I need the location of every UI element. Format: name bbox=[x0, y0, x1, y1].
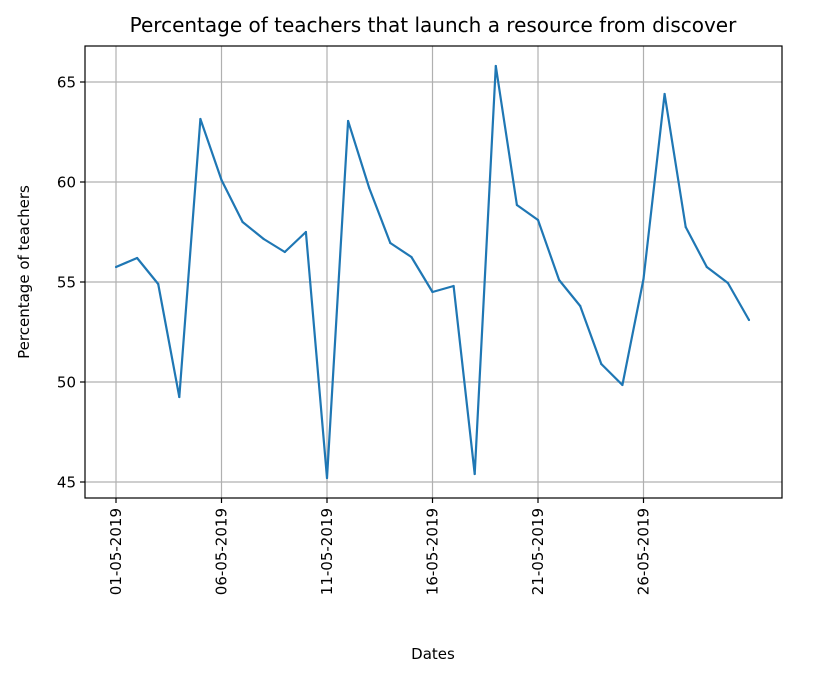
x-tick-label: 11-05-2019 bbox=[318, 508, 336, 595]
y-axis-label: Percentage of teachers bbox=[15, 185, 33, 359]
data-point bbox=[347, 119, 350, 123]
data-point bbox=[515, 203, 519, 207]
data-point bbox=[220, 178, 223, 182]
data-point bbox=[684, 225, 687, 229]
plot-frame bbox=[84, 45, 783, 499]
data-point bbox=[536, 218, 540, 222]
data-point bbox=[600, 362, 603, 366]
data-point bbox=[558, 278, 561, 282]
y-tick-label: 60 bbox=[57, 174, 76, 192]
y-tick-label: 65 bbox=[57, 74, 76, 92]
y-tick-label: 45 bbox=[57, 474, 76, 492]
data-point bbox=[642, 277, 645, 281]
data-point bbox=[747, 318, 751, 322]
data-point bbox=[325, 476, 329, 480]
data-point bbox=[136, 256, 139, 260]
data-point bbox=[494, 64, 497, 68]
x-tick-label: 16-05-2019 bbox=[424, 508, 442, 595]
y-tick-label: 55 bbox=[57, 274, 76, 292]
data-point bbox=[431, 290, 434, 294]
data-point bbox=[262, 237, 265, 241]
data-point bbox=[283, 250, 286, 254]
chart-title: Percentage of teachers that launch a res… bbox=[130, 13, 737, 37]
y-tick-label: 50 bbox=[57, 374, 76, 392]
data-point bbox=[473, 472, 476, 476]
x-tick-label: 01-05-2019 bbox=[107, 508, 125, 595]
x-tick-label: 21-05-2019 bbox=[529, 508, 547, 595]
x-axis-label: Dates bbox=[411, 645, 455, 663]
data-point bbox=[410, 255, 413, 259]
data-point bbox=[241, 220, 244, 224]
data-point bbox=[663, 92, 666, 96]
data-point bbox=[621, 383, 624, 387]
x-tick-label: 26-05-2019 bbox=[635, 508, 653, 595]
data-point bbox=[157, 282, 160, 286]
grid bbox=[85, 46, 782, 498]
axis-ticks: 45 50 55 60 65 01-05-2019 06-05-2019 11-05-2019… bbox=[57, 74, 653, 596]
data-point bbox=[178, 395, 181, 399]
data-point bbox=[304, 230, 307, 234]
x-tick-label: 06-05-2019 bbox=[213, 508, 231, 595]
data-point bbox=[114, 265, 118, 269]
data-point bbox=[452, 284, 455, 288]
data-point bbox=[726, 281, 730, 285]
data-point bbox=[579, 304, 582, 308]
data-point bbox=[199, 117, 202, 121]
data-point bbox=[368, 186, 371, 190]
data-point bbox=[389, 241, 392, 245]
data-point bbox=[705, 265, 708, 269]
series-layer bbox=[114, 64, 751, 480]
